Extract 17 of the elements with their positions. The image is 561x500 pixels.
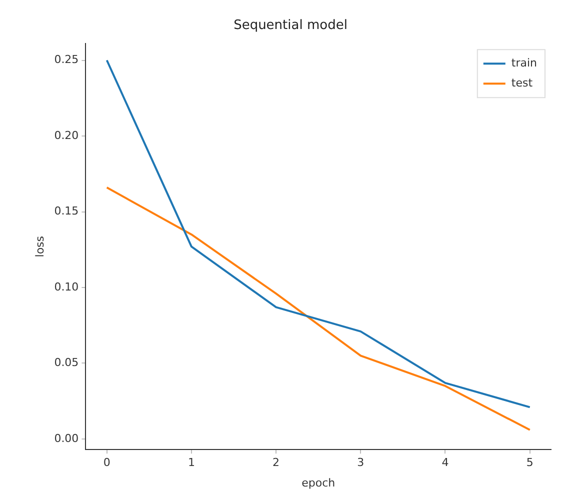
- y-tick-label: 0.20: [54, 128, 79, 142]
- x-tick-label: 3: [357, 456, 364, 470]
- x-tick-label: 2: [272, 456, 280, 470]
- legend-label: train: [511, 56, 538, 70]
- x-tick-label: 0: [103, 456, 110, 470]
- y-axis-title: loss: [33, 236, 46, 258]
- x-tick-label: 4: [442, 456, 449, 470]
- y-tick-label: 0.00: [54, 432, 79, 445]
- y-tick-label: 0.25: [54, 53, 79, 66]
- x-tick-label: 5: [526, 456, 534, 470]
- legend-label: test: [511, 76, 534, 90]
- chart-title: Sequential model: [234, 18, 348, 34]
- x-axis-title: epoch: [302, 476, 336, 490]
- y-tick-label: 0.15: [54, 204, 79, 218]
- x-tick-label: 1: [188, 456, 195, 470]
- y-tick-label: 0.10: [54, 280, 79, 294]
- y-tick-label: 0.05: [54, 356, 79, 370]
